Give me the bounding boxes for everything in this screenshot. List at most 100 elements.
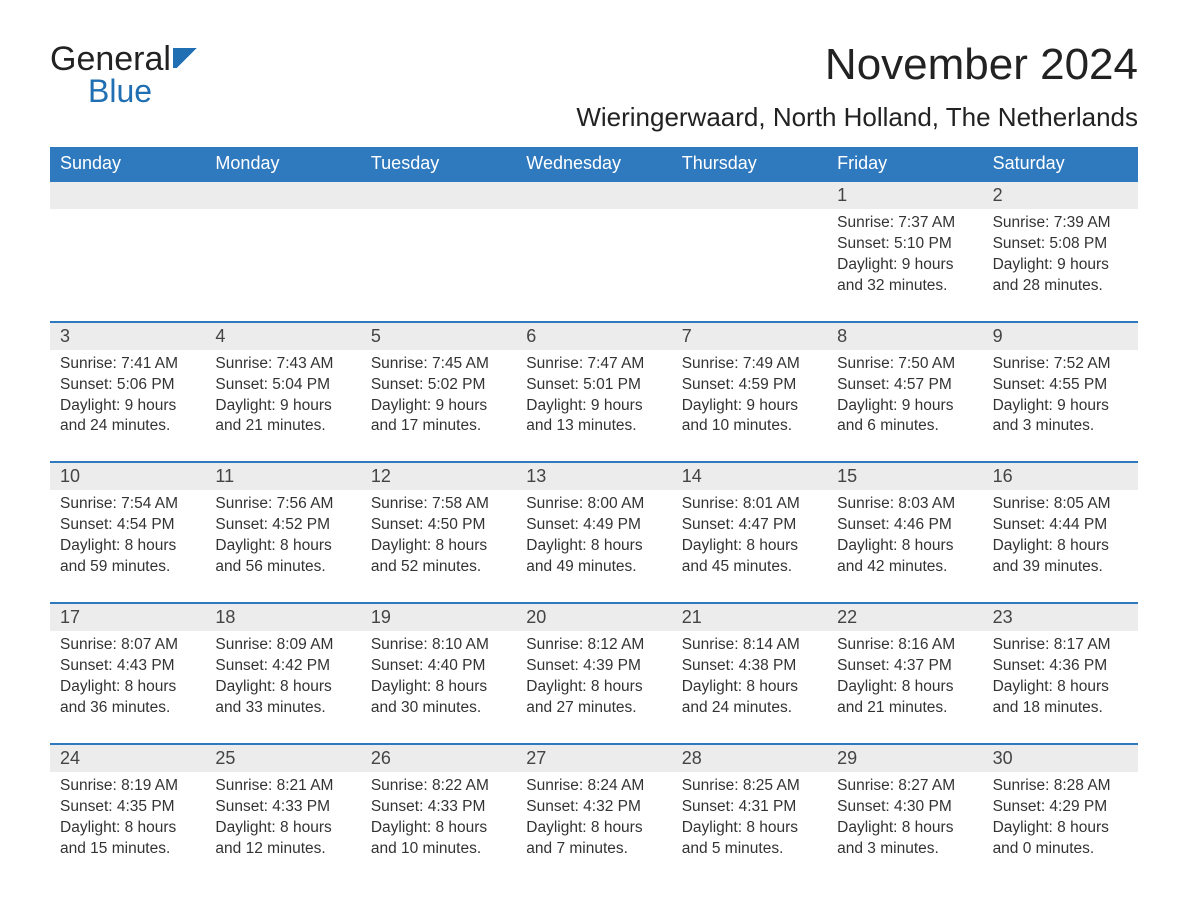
day-number: 6 [516,323,671,350]
day-dl2: and 0 minutes. [993,839,1128,860]
day-dl1: Daylight: 8 hours [526,818,661,839]
day-number: 9 [983,323,1138,350]
day-dl1: Daylight: 8 hours [837,677,972,698]
day-dl2: and 27 minutes. [526,698,661,719]
day-header-row: SundayMondayTuesdayWednesdayThursdayFrid… [50,147,1138,180]
day-number-empty [361,182,516,209]
day-dl2: and 56 minutes. [215,557,350,578]
day-sunset: Sunset: 4:38 PM [682,656,817,677]
day-dl2: and 49 minutes. [526,557,661,578]
day-sunrise: Sunrise: 8:27 AM [837,776,972,797]
day-number: 16 [983,463,1138,490]
day-sunset: Sunset: 4:49 PM [526,515,661,536]
day-dl2: and 42 minutes. [837,557,972,578]
day-dl1: Daylight: 8 hours [371,677,506,698]
day-cell: Sunrise: 7:52 AMSunset: 4:55 PMDaylight:… [983,350,1138,438]
day-sunset: Sunset: 4:55 PM [993,375,1128,396]
day-number: 29 [827,745,982,772]
day-dl1: Daylight: 8 hours [837,536,972,557]
day-dl1: Daylight: 8 hours [526,677,661,698]
day-cell: Sunrise: 7:49 AMSunset: 4:59 PMDaylight:… [672,350,827,438]
day-dl1: Daylight: 9 hours [60,396,195,417]
location-text: Wieringerwaard, North Holland, The Nethe… [576,102,1138,133]
day-dl1: Daylight: 9 hours [993,255,1128,276]
day-dl1: Daylight: 8 hours [60,677,195,698]
day-cell: Sunrise: 8:03 AMSunset: 4:46 PMDaylight:… [827,490,982,578]
day-number: 19 [361,604,516,631]
day-sunrise: Sunrise: 8:12 AM [526,635,661,656]
day-number: 23 [983,604,1138,631]
day-header: Thursday [672,147,827,180]
week-data-row: Sunrise: 7:54 AMSunset: 4:54 PMDaylight:… [50,490,1138,578]
day-dl2: and 7 minutes. [526,839,661,860]
day-sunrise: Sunrise: 8:16 AM [837,635,972,656]
day-sunset: Sunset: 4:59 PM [682,375,817,396]
day-dl1: Daylight: 8 hours [215,677,350,698]
day-cell: Sunrise: 8:07 AMSunset: 4:43 PMDaylight:… [50,631,205,719]
day-sunrise: Sunrise: 7:52 AM [993,354,1128,375]
week-daynum-row: 17181920212223 [50,602,1138,631]
day-sunrise: Sunrise: 7:58 AM [371,494,506,515]
day-sunset: Sunset: 4:33 PM [371,797,506,818]
day-sunset: Sunset: 4:40 PM [371,656,506,677]
day-cell: Sunrise: 7:58 AMSunset: 4:50 PMDaylight:… [361,490,516,578]
week-data-row: Sunrise: 7:37 AMSunset: 5:10 PMDaylight:… [50,209,1138,297]
day-number: 8 [827,323,982,350]
day-sunrise: Sunrise: 8:01 AM [682,494,817,515]
day-dl2: and 30 minutes. [371,698,506,719]
day-dl1: Daylight: 9 hours [837,396,972,417]
day-sunset: Sunset: 5:02 PM [371,375,506,396]
week-data-row: Sunrise: 7:41 AMSunset: 5:06 PMDaylight:… [50,350,1138,438]
day-dl1: Daylight: 8 hours [526,536,661,557]
day-cell: Sunrise: 7:47 AMSunset: 5:01 PMDaylight:… [516,350,671,438]
title-block: November 2024 Wieringerwaard, North Holl… [576,40,1138,133]
day-cell: Sunrise: 8:05 AMSunset: 4:44 PMDaylight:… [983,490,1138,578]
day-number: 4 [205,323,360,350]
day-cell: Sunrise: 8:25 AMSunset: 4:31 PMDaylight:… [672,772,827,860]
day-sunset: Sunset: 4:42 PM [215,656,350,677]
day-number-empty [50,182,205,209]
day-sunset: Sunset: 4:32 PM [526,797,661,818]
day-cell: Sunrise: 7:43 AMSunset: 5:04 PMDaylight:… [205,350,360,438]
day-dl2: and 10 minutes. [682,416,817,437]
day-dl2: and 59 minutes. [60,557,195,578]
day-number: 10 [50,463,205,490]
day-dl1: Daylight: 8 hours [993,536,1128,557]
day-sunset: Sunset: 4:52 PM [215,515,350,536]
day-cell: Sunrise: 8:09 AMSunset: 4:42 PMDaylight:… [205,631,360,719]
day-sunset: Sunset: 4:36 PM [993,656,1128,677]
day-cell-empty [205,209,360,297]
day-dl1: Daylight: 8 hours [60,536,195,557]
month-title: November 2024 [576,40,1138,90]
day-sunset: Sunset: 4:39 PM [526,656,661,677]
day-sunrise: Sunrise: 8:03 AM [837,494,972,515]
day-cell-empty [672,209,827,297]
day-sunset: Sunset: 5:01 PM [526,375,661,396]
day-number: 7 [672,323,827,350]
day-cell: Sunrise: 8:10 AMSunset: 4:40 PMDaylight:… [361,631,516,719]
day-sunset: Sunset: 4:57 PM [837,375,972,396]
day-dl2: and 6 minutes. [837,416,972,437]
day-sunrise: Sunrise: 8:00 AM [526,494,661,515]
week-daynum-row: 24252627282930 [50,743,1138,772]
week-data-row: Sunrise: 8:19 AMSunset: 4:35 PMDaylight:… [50,772,1138,860]
calendar: SundayMondayTuesdayWednesdayThursdayFrid… [50,147,1138,859]
day-dl2: and 21 minutes. [215,416,350,437]
flag-icon [173,48,201,68]
day-cell: Sunrise: 8:01 AMSunset: 4:47 PMDaylight:… [672,490,827,578]
day-dl1: Daylight: 9 hours [837,255,972,276]
day-header: Friday [827,147,982,180]
day-dl1: Daylight: 9 hours [371,396,506,417]
day-number: 20 [516,604,671,631]
day-sunset: Sunset: 4:29 PM [993,797,1128,818]
day-cell: Sunrise: 8:21 AMSunset: 4:33 PMDaylight:… [205,772,360,860]
day-sunrise: Sunrise: 8:25 AM [682,776,817,797]
day-sunrise: Sunrise: 8:09 AM [215,635,350,656]
day-dl1: Daylight: 8 hours [215,536,350,557]
day-number-empty [205,182,360,209]
day-number: 27 [516,745,671,772]
day-number: 24 [50,745,205,772]
day-number: 21 [672,604,827,631]
week-daynum-row: 12 [50,180,1138,209]
day-sunrise: Sunrise: 8:28 AM [993,776,1128,797]
